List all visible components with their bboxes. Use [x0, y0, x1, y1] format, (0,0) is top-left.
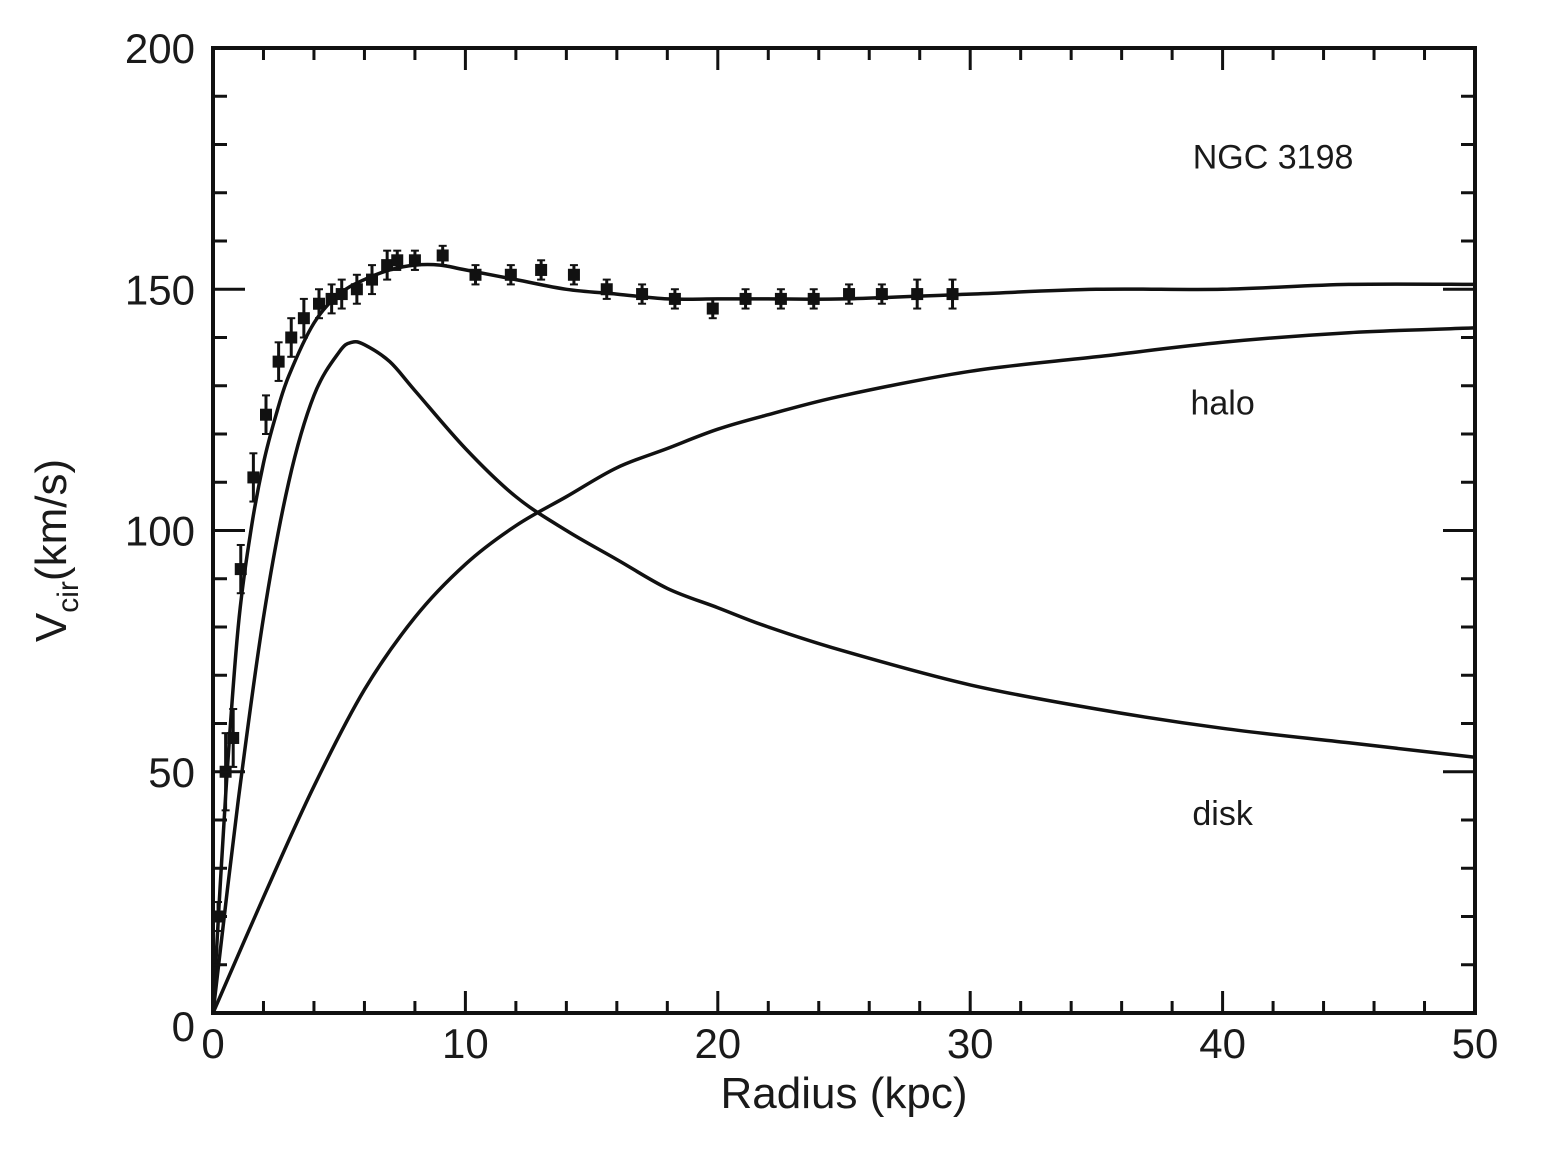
data-point — [408, 254, 421, 267]
total-fit-curve — [211, 262, 1476, 1014]
y-tick-label: 100 — [125, 508, 195, 555]
annotation-label: halo — [1190, 385, 1254, 423]
data-point — [227, 731, 240, 744]
data-point — [350, 283, 363, 296]
data-point — [272, 355, 285, 368]
data-point — [381, 259, 394, 272]
y-axis-title-main: V — [27, 612, 76, 642]
data-point — [636, 288, 649, 301]
data-point — [875, 288, 888, 301]
data-point — [774, 292, 787, 305]
x-tick-label: 30 — [947, 1020, 994, 1067]
y-tick-label: 0 — [172, 1003, 195, 1050]
data-point — [234, 563, 247, 576]
data-point — [325, 292, 338, 305]
plot-frame — [211, 46, 1477, 1015]
annotation-label: NGC 3198 — [1193, 139, 1354, 177]
data-point — [260, 408, 273, 421]
x-tick-label: 20 — [694, 1020, 741, 1067]
data-point — [600, 283, 613, 296]
tick-labels-layer: 0 10 20 30 40 50 0 50 100 150 200 — [125, 25, 1498, 1067]
x-tick-label: 0 — [201, 1020, 224, 1067]
x-tick-label: 50 — [1452, 1020, 1499, 1067]
data-point — [807, 292, 820, 305]
data-point — [706, 302, 719, 315]
y-axis-title-sub: cir — [52, 581, 85, 613]
data-point — [391, 254, 404, 267]
x-tick-label: 40 — [1199, 1020, 1246, 1067]
data-point — [911, 288, 924, 301]
annotation-label: disk — [1192, 795, 1253, 833]
data-point — [247, 471, 260, 484]
x-axis-title: Radius (kpc) — [721, 1069, 968, 1118]
data-point — [297, 312, 310, 325]
data-point — [668, 292, 681, 305]
annotations-layer: NGC 3198 halo disk — [1190, 139, 1353, 833]
data-point — [946, 288, 959, 301]
data-point — [366, 273, 379, 286]
x-tick-label: 10 — [442, 1020, 489, 1067]
y-axis-title-rest: (km/s) — [27, 459, 76, 581]
curves-layer — [211, 262, 1476, 1014]
y-tick-label: 200 — [125, 25, 195, 72]
data-point — [335, 288, 348, 301]
y-axis-title: Vcir(km/s) — [27, 459, 85, 642]
y-tick-label: 50 — [148, 749, 195, 796]
data-point — [504, 268, 517, 281]
data-point — [313, 297, 326, 310]
data-point — [469, 268, 482, 281]
data-point — [739, 292, 752, 305]
disk-curve — [211, 339, 1476, 1014]
ticks-layer — [211, 46, 1477, 1015]
data-point — [436, 249, 449, 262]
data-point — [285, 331, 298, 344]
y-tick-label: 150 — [125, 266, 195, 313]
halo-curve — [211, 326, 1476, 1014]
data-point — [535, 263, 548, 276]
data-point — [567, 268, 580, 281]
data-point — [843, 288, 856, 301]
observed-points-layer — [212, 244, 959, 932]
